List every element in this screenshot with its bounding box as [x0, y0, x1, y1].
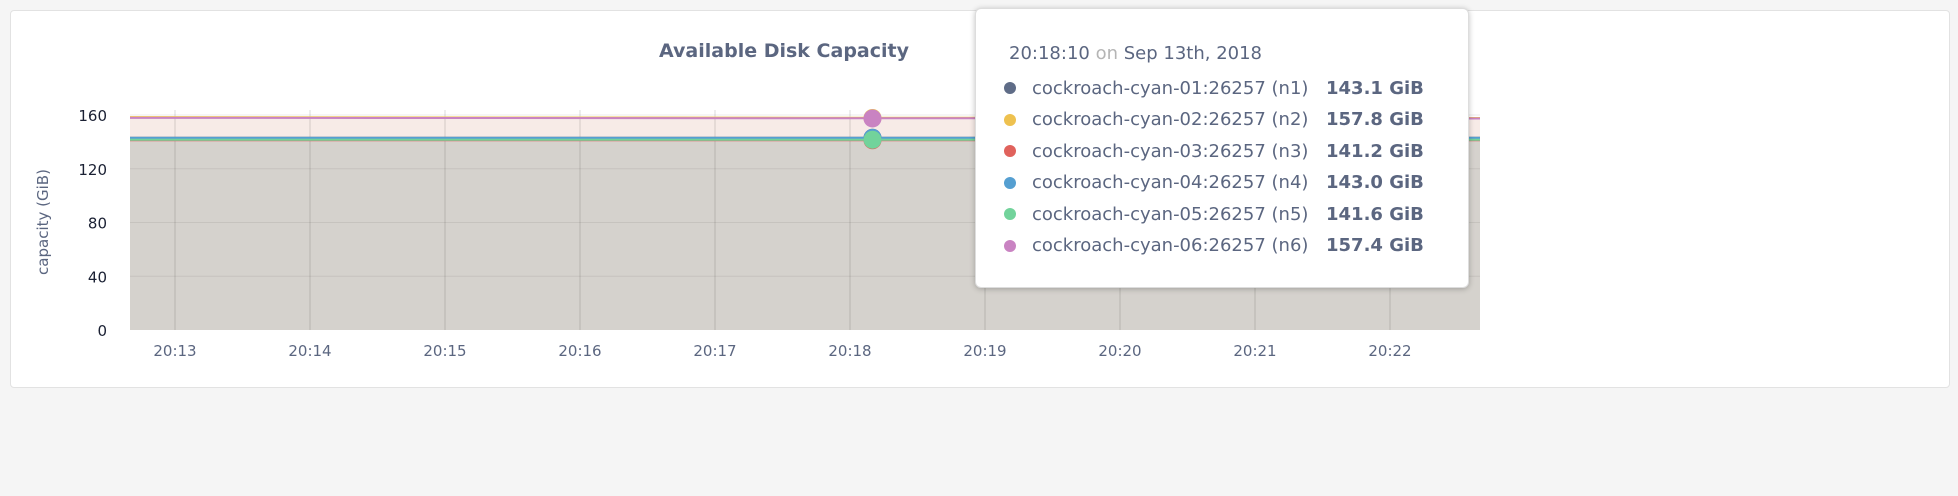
series-color-dot: [1004, 239, 1016, 252]
series-name: cockroach-cyan-06:26257 (n6): [1032, 235, 1309, 256]
series-name: cockroach-cyan-01:26257 (n1): [1032, 77, 1309, 99]
series-name: cockroach-cyan-04:26257 (n4): [1032, 172, 1309, 193]
tooltip-row: cockroach-cyan-02:26257 (n2) 157.8 GiB: [1004, 105, 1424, 135]
y-tick-label: 80: [88, 215, 107, 233]
tooltip-on: on: [1095, 43, 1118, 64]
tooltip-row: cockroach-cyan-01:26257 (n1) 143.1 GiB: [1004, 73, 1424, 103]
tooltip-date: Sep 13th, 2018: [1123, 43, 1263, 64]
x-tick-label: 20:20: [1098, 342, 1141, 360]
x-tick-label: 20:18: [828, 342, 871, 360]
x-tick-label: 20:22: [1368, 342, 1411, 360]
x-tick-label: 20:15: [423, 342, 466, 360]
hover-tooltip: 20:18:10 on Sep 13th, 2018 cockroach-cya…: [975, 8, 1469, 288]
y-tick-label: 0: [97, 322, 107, 340]
series-color-dot: [1004, 82, 1016, 94]
series-value: 143.1 GiB: [1326, 77, 1424, 99]
series-name: cockroach-cyan-05:26257 (n5): [1032, 203, 1309, 225]
tooltip-row: cockroach-cyan-05:26257 (n5) 141.6 GiB: [1004, 199, 1424, 229]
series-value: 157.4 GiB: [1326, 235, 1424, 256]
x-tick-label: 20:13: [153, 342, 196, 360]
y-axis-label: capacity (GiB): [34, 169, 52, 275]
tooltip-row: cockroach-cyan-03:26257 (n3) 141.2 GiB: [1004, 136, 1424, 166]
y-tick-label: 120: [78, 161, 107, 179]
x-tick-label: 20:19: [963, 342, 1006, 360]
series-value: 143.0 GiB: [1326, 172, 1424, 193]
hover-point: [863, 109, 882, 128]
series-name: cockroach-cyan-02:26257 (n2): [1032, 109, 1309, 130]
chart-title: Available Disk Capacity: [659, 40, 909, 62]
x-tick-label: 20:14: [288, 342, 331, 360]
tooltip-row: cockroach-cyan-06:26257 (n6) 157.4 GiB: [1004, 231, 1424, 261]
tooltip-row: cockroach-cyan-04:26257 (n4) 143.0 GiB: [1004, 168, 1424, 198]
series-name: cockroach-cyan-03:26257 (n3): [1032, 140, 1309, 162]
tooltip-header: 20:18:10 on Sep 13th, 2018: [1009, 43, 1262, 64]
series-color-dot: [1004, 176, 1016, 189]
series-value: 141.6 GiB: [1326, 203, 1424, 225]
y-tick-label: 40: [88, 268, 107, 286]
series-color-dot: [1004, 208, 1016, 220]
series-color-dot: [1004, 113, 1016, 126]
series-value: 141.2 GiB: [1326, 140, 1424, 162]
x-tick-label: 20:21: [1233, 342, 1276, 360]
x-tick-label: 20:16: [558, 342, 601, 360]
tooltip-time: 20:18:10: [1009, 43, 1090, 64]
y-tick-label: 160: [78, 107, 107, 125]
series-value: 157.8 GiB: [1326, 109, 1424, 130]
series-color-dot: [1004, 145, 1016, 157]
x-tick-label: 20:17: [693, 342, 736, 360]
hover-point: [863, 130, 882, 149]
